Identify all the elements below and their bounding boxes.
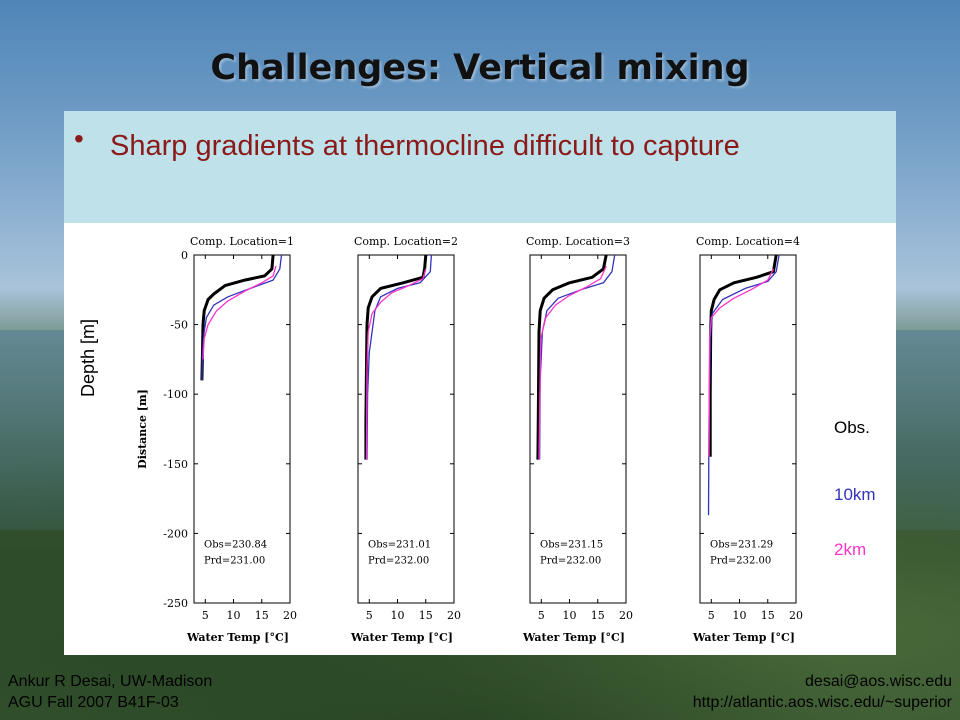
bullet-text: Sharp gradients at thermocline difficult… [110,130,740,162]
y-tick-label: -200 [163,527,188,540]
profile-panel-1: Comp. Location=1 5 10 15 20 0 -50 -100 -150 -200 -… [136,235,297,644]
bullet-box: • Sharp gradients at thermocline difficu… [64,111,896,223]
x-tick-label: 15 [255,609,269,622]
panel-title: Comp. Location=1 [190,235,294,248]
stat-annotation: Prd=231.00 [204,555,265,566]
y-tick-label: -50 [170,319,188,332]
x-tick-label: 10 [391,609,405,622]
panel-title: Comp. Location=4 [696,235,800,248]
series-line-obs [536,254,608,460]
stat-annotation: Obs=231.15 [540,539,603,550]
plot-frame [193,254,291,604]
y-tick-label: -250 [163,597,188,610]
slide-title: Challenges: Vertical mixing [210,48,750,88]
plot-frame [529,254,627,604]
legend-2km: 2km [834,540,866,559]
profile-panel-3: Comp. Location=3 5 10 15 20 Water Temp [°C] Ob… [522,235,633,644]
bullet-dot-icon: • [74,123,84,154]
stat-annotation: Prd=232.00 [710,555,771,566]
series-line-km10 [707,254,780,516]
stat-annotation: Obs=231.29 [710,539,773,550]
x-tick-label: 5 [366,609,373,622]
panel-title: Comp. Location=2 [354,235,458,248]
footer-email: desai@aos.wisc.edu [805,673,952,690]
profile-panel-4: Comp. Location=4 5 10 15 20 Water Temp [°C] Ob… [692,235,803,644]
series-line-km2 [365,268,427,460]
stat-annotation: Obs=230.84 [204,539,267,550]
profile-panel-2: Comp. Location=2 5 10 15 20 Water Temp [°C] Ob… [350,235,461,644]
y-tick-label: -150 [163,458,188,471]
footer-url: http://atlantic.aos.wisc.edu/~superior [692,694,952,711]
series-line-obs [708,254,778,457]
x-tick-label: 5 [538,609,545,622]
stat-annotation: Prd=232.00 [368,555,429,566]
y-axis-label: Distance [m] [136,389,149,469]
x-axis-label: Water Temp [°C] [522,631,625,644]
x-axis-label: Water Temp [°C] [186,631,289,644]
y-tick-label: -100 [163,388,188,401]
legend-obs: Obs. [834,418,870,437]
x-tick-label: 20 [447,609,461,622]
series-line-km10 [366,254,433,460]
x-tick-label: 15 [419,609,433,622]
x-tick-label: 5 [708,609,715,622]
x-axis-label: Water Temp [°C] [350,631,453,644]
profiles-figure: Depth [m] Obs. 10km 2km Comp. Location=1… [78,235,876,644]
figure-panel: Depth [m] Obs. 10km 2km Comp. Location=1… [64,223,896,655]
series-line-obs [364,254,428,460]
footer-author: Ankur R Desai, UW-Madison [8,673,213,690]
series-line-km2 [708,268,774,457]
x-tick-label: 20 [789,609,803,622]
plot-frame [699,254,797,604]
x-tick-label: 10 [227,609,241,622]
x-tick-label: 15 [761,609,775,622]
stat-annotation: Prd=232.00 [540,555,601,566]
series-line-obs [200,254,275,381]
depth-label: Depth [m] [78,319,98,397]
plot-frame [357,254,455,604]
legend-10km: 10km [834,485,876,504]
x-tick-label: 10 [733,609,747,622]
x-tick-label: 20 [619,609,633,622]
x-tick-label: 20 [283,609,297,622]
series-line-km2 [538,265,607,460]
x-tick-label: 10 [563,609,577,622]
series-line-km2 [202,265,277,360]
footer-left: Ankur R Desai, UW-Madison AGU Fall 2007 … [8,671,212,713]
x-tick-label: 5 [202,609,209,622]
y-tick-label: 0 [181,249,188,262]
x-tick-label: 15 [591,609,605,622]
footer-meeting: AGU Fall 2007 B41F-03 [8,694,179,711]
footer-right: desai@aos.wisc.edu http://atlantic.aos.w… [693,671,952,713]
stat-annotation: Obs=231.01 [368,539,431,550]
panel-title: Comp. Location=3 [526,235,630,248]
series-line-km10 [538,254,616,460]
series-line-km10 [201,254,283,381]
x-axis-label: Water Temp [°C] [692,631,795,644]
